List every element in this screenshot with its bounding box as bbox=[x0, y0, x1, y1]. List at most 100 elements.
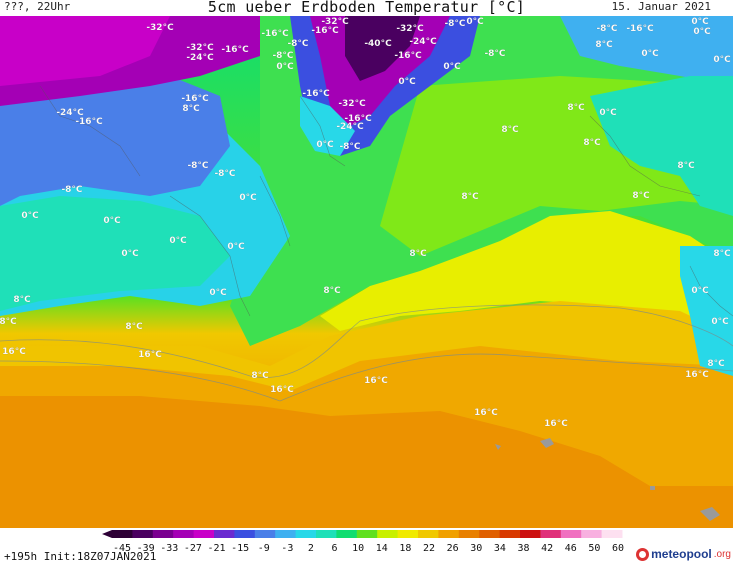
legend-tick-label: -15 bbox=[231, 543, 249, 554]
temperature-labels: -32°C-32°C-24°C-16°C-16°C-8°C-8°C0°C-32°… bbox=[0, 17, 731, 429]
temperature-label: -16°C bbox=[302, 89, 330, 99]
legend-tick-label: 30 bbox=[470, 543, 482, 554]
temperature-label: -8°C bbox=[287, 39, 308, 49]
temperature-label: 0°C bbox=[103, 216, 121, 226]
temperature-label: -32°C bbox=[338, 99, 366, 109]
legend-tick-label: 34 bbox=[494, 543, 506, 554]
legend-swatch bbox=[214, 530, 235, 538]
legend-swatch bbox=[112, 530, 133, 538]
legend-swatch bbox=[275, 530, 297, 538]
temperature-label: 16°C bbox=[685, 370, 709, 380]
temperature-label: 8°C bbox=[0, 317, 17, 327]
temperature-label: 0°C bbox=[691, 286, 709, 296]
temperature-label: -16°C bbox=[261, 29, 289, 39]
legend-swatch bbox=[316, 530, 337, 538]
legend-tick-label: 42 bbox=[541, 543, 553, 554]
temperature-label: -8°C bbox=[214, 169, 235, 179]
temperature-label: 0°C bbox=[713, 55, 731, 65]
legend-swatch bbox=[479, 530, 501, 538]
temperature-label: -32°C bbox=[321, 17, 349, 27]
temperature-label: -8°C bbox=[339, 142, 360, 152]
legend-tick-label: -21 bbox=[207, 543, 225, 554]
coastlines bbox=[39, 85, 733, 317]
legend-tick-label: 18 bbox=[399, 543, 411, 554]
temperature-label: 16°C bbox=[544, 419, 568, 429]
run-label: ???, 22Uhr bbox=[4, 0, 71, 13]
legend-swatch bbox=[173, 530, 195, 538]
temperature-label: 0°C bbox=[693, 27, 711, 37]
temperature-label: 0°C bbox=[169, 236, 187, 246]
temperature-label: 0°C bbox=[443, 62, 461, 72]
temperature-label: -32°C bbox=[396, 24, 424, 34]
temperature-label: 0°C bbox=[227, 242, 245, 252]
legend-swatch bbox=[132, 530, 154, 538]
color-legend: -45 -39 -33 -27 -21 -15 -9 -3 2 6 10 14 18 22 26 30 34 38… bbox=[102, 530, 624, 554]
legend-tick-label: 10 bbox=[352, 543, 364, 554]
field-cyan-europe-edge bbox=[680, 246, 733, 376]
temperature-map: -32°C-32°C-24°C-16°C-16°C-8°C-8°C0°C-32°… bbox=[0, 16, 733, 528]
temperature-label: 0°C bbox=[316, 140, 334, 150]
field-greenland-coast bbox=[300, 96, 355, 156]
legend-tick-label: 60 bbox=[612, 543, 624, 554]
legend-min-arrow bbox=[102, 530, 112, 538]
temperature-label: 16°C bbox=[2, 347, 26, 357]
temperature-label: -8°C bbox=[187, 161, 208, 171]
meteopool-logo-icon bbox=[636, 547, 650, 561]
legend-swatch bbox=[458, 530, 480, 538]
temperature-label: 0°C bbox=[641, 49, 659, 59]
temperature-label: -8°C bbox=[484, 49, 505, 59]
field-deep-orange-sw bbox=[0, 396, 733, 528]
brand-tld: .org bbox=[713, 548, 731, 560]
temperature-label: -16°C bbox=[311, 26, 339, 36]
temperature-label: 16°C bbox=[474, 408, 498, 418]
temperature-label: 0°C bbox=[121, 249, 139, 259]
temperature-label: 8°C bbox=[677, 161, 695, 171]
temperature-label: 8°C bbox=[707, 359, 725, 369]
temperature-label: 8°C bbox=[713, 249, 731, 259]
legend-tick-label: -3 bbox=[281, 543, 293, 554]
temperature-label: 0°C bbox=[466, 17, 484, 27]
temperature-label: 0°C bbox=[711, 317, 729, 327]
legend-swatch bbox=[377, 530, 399, 538]
field-blue-northeast bbox=[560, 16, 733, 86]
legend-tick-label: 22 bbox=[423, 543, 435, 554]
temperature-label: -8°C bbox=[596, 24, 617, 34]
temperature-label: 0°C bbox=[599, 108, 617, 118]
temperature-label: 8°C bbox=[323, 286, 341, 296]
temperature-label: -16°C bbox=[394, 51, 422, 61]
legend-tick-label: -9 bbox=[258, 543, 270, 554]
field-greenland-core bbox=[345, 16, 420, 81]
temperature-label: -32°C bbox=[186, 43, 214, 53]
temperature-label: 8°C bbox=[461, 192, 479, 202]
legend-swatch bbox=[438, 530, 460, 538]
temperature-label: 8°C bbox=[251, 371, 269, 381]
valid-date: 15. Januar 2021 bbox=[611, 0, 711, 13]
temperature-label: -16°C bbox=[75, 117, 103, 127]
legend-swatch bbox=[336, 530, 358, 538]
isotherm-lines bbox=[0, 304, 733, 402]
map-title: 5cm ueber Erdboden Temperatur [°C] bbox=[207, 0, 526, 16]
temperature-label: 8°C bbox=[501, 125, 519, 135]
temperature-label: -16°C bbox=[626, 24, 654, 34]
temperature-label: 0°C bbox=[398, 77, 416, 87]
legend-swatch bbox=[234, 530, 256, 538]
temperature-label: 8°C bbox=[567, 103, 585, 113]
temperature-label: -16°C bbox=[181, 94, 209, 104]
temperature-label: 0°C bbox=[239, 193, 257, 203]
temperature-label: -16°C bbox=[221, 45, 249, 55]
legend-swatch bbox=[418, 530, 439, 538]
field-yellow-band bbox=[320, 211, 733, 346]
run-info: +195h Init:18Z07JAN2021 bbox=[4, 550, 157, 563]
legend-tick-label: 50 bbox=[588, 543, 600, 554]
field-magenta-northwest bbox=[0, 16, 170, 86]
legend-swatch bbox=[520, 530, 541, 538]
legend-swatch bbox=[560, 530, 582, 538]
temperature-label: -32°C bbox=[146, 23, 174, 33]
temperature-label: 8°C bbox=[409, 249, 427, 259]
legend-swatch bbox=[193, 530, 215, 538]
temperature-label: 8°C bbox=[13, 295, 31, 305]
temperature-label: 0°C bbox=[209, 288, 227, 298]
meteopool-logo[interactable]: meteopool .org bbox=[636, 547, 731, 561]
legend-swatch bbox=[254, 530, 276, 538]
legend-tick-label: 26 bbox=[447, 543, 459, 554]
